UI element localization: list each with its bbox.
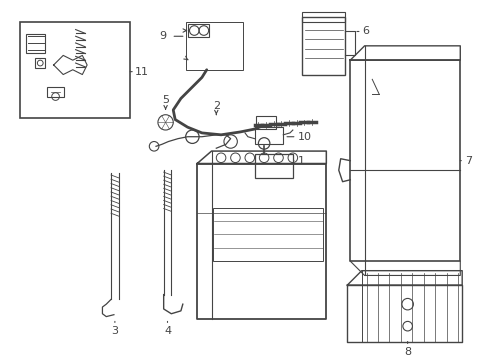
Bar bbox=[256, 116, 275, 129]
Text: 6: 6 bbox=[363, 27, 369, 36]
Bar bbox=[26, 34, 45, 54]
Text: 9: 9 bbox=[159, 31, 167, 41]
Bar bbox=[302, 17, 345, 75]
Text: 11: 11 bbox=[135, 67, 149, 77]
Bar bbox=[188, 24, 209, 37]
Bar bbox=[186, 22, 243, 70]
Text: 3: 3 bbox=[111, 326, 119, 336]
Text: 10: 10 bbox=[297, 132, 312, 142]
Text: 2: 2 bbox=[213, 101, 220, 111]
Text: 7: 7 bbox=[465, 156, 472, 166]
Text: 8: 8 bbox=[404, 347, 411, 357]
Bar bbox=[255, 127, 283, 144]
Bar bbox=[35, 58, 45, 68]
Bar bbox=[302, 12, 345, 22]
Text: 5: 5 bbox=[162, 95, 169, 105]
Bar bbox=[20, 22, 130, 118]
Bar bbox=[214, 208, 323, 261]
Text: 1: 1 bbox=[297, 156, 305, 166]
Bar bbox=[255, 154, 293, 178]
Text: 4: 4 bbox=[164, 326, 171, 336]
Bar bbox=[47, 87, 64, 96]
